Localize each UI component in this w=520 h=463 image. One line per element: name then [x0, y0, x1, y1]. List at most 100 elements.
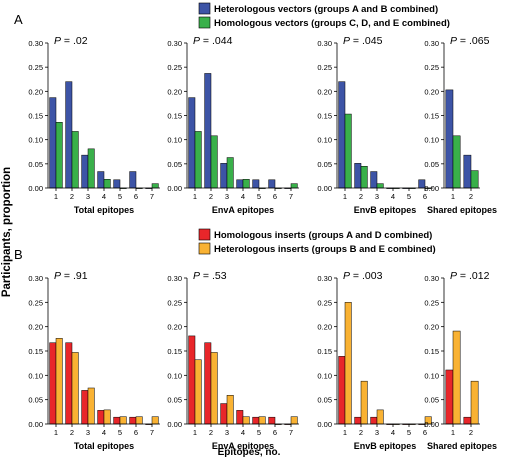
y-tick-label: 0.05	[28, 160, 43, 169]
bar-series2	[344, 113, 352, 189]
x-tick-label: 2	[70, 192, 74, 201]
bar-series2	[55, 338, 63, 425]
x-tick-label: 2	[469, 428, 473, 437]
y-axis-title: Participants, proportion	[1, 167, 13, 297]
y-tick-label: 0.30	[28, 39, 43, 48]
charts: 0.00 0.05 0.10 0.15 0.20 0.25 0.30 1 2 3 4 5 6 7 Total…	[28, 35, 497, 451]
y-tick-label: 0.20	[424, 87, 439, 96]
chart-xlabel: Total epitopes	[74, 441, 134, 451]
bar-series1	[129, 171, 137, 189]
bar-series2	[103, 409, 111, 425]
chart-xlabel: EnvA epitopes	[212, 205, 274, 215]
x-tick-label: 2	[359, 428, 363, 437]
bar-series2	[71, 131, 79, 189]
y-tick-label: 0.25	[167, 63, 182, 72]
chart-xlabel: EnvA epitopes	[212, 441, 274, 451]
x-tick-label: 4	[391, 192, 395, 201]
x-tick-label: 1	[343, 428, 347, 437]
y-tick-label: 0.30	[167, 274, 182, 283]
legend-a-label-0: Heterologous vectors (groups A and B com…	[214, 4, 438, 15]
y-tick-label: 0.05	[424, 396, 439, 405]
y-tick-label: 0.10	[424, 371, 439, 380]
p-value-label: P = .012	[450, 270, 490, 282]
x-tick-label: 2	[359, 192, 363, 201]
bar-series2	[119, 416, 127, 425]
y-tick-label: 0.05	[167, 160, 182, 169]
y-tick-label: 0.30	[28, 274, 43, 283]
legend-b: Homologous inserts (groups A and D combi…	[198, 228, 436, 255]
x-tick-label: 7	[150, 428, 154, 437]
x-tick-label: 4	[241, 428, 245, 437]
y-tick-label: 0.15	[28, 112, 43, 121]
y-tick-label: 0.10	[424, 136, 439, 145]
y-tick-label: 0.00	[28, 184, 43, 193]
x-tick-label: 2	[70, 428, 74, 437]
chart-xlabel: Total epitopes	[74, 205, 134, 215]
x-tick-label: 1	[451, 428, 455, 437]
p-value-label: P = .003	[343, 270, 383, 282]
y-tick-label: 0.25	[317, 298, 332, 307]
bar-series1	[204, 73, 212, 189]
legend-b-swatch-0	[198, 228, 211, 241]
y-tick-label: 0.30	[167, 39, 182, 48]
p-value-label: P = .044	[193, 35, 233, 47]
bar-series2	[87, 148, 95, 189]
x-tick-label: 7	[289, 192, 293, 201]
y-tick-label: 0.30	[317, 274, 332, 283]
p-value-label: P = .045	[343, 35, 383, 47]
legend-a: Heterologous vectors (groups A and B com…	[198, 2, 450, 29]
bar-series2	[151, 183, 159, 189]
bar-series2	[290, 416, 298, 425]
bar-series2	[376, 183, 384, 189]
bar-series1	[129, 416, 137, 425]
x-tick-label: 5	[407, 428, 411, 437]
chart-xlabel: Shared epitopes	[427, 205, 497, 215]
y-tick-label: 0.25	[424, 63, 439, 72]
y-tick-label: 0.10	[167, 371, 182, 380]
y-tick-label: 0.15	[167, 112, 182, 121]
y-tick-label: 0.05	[167, 396, 182, 405]
y-tick-label: 0.20	[167, 323, 182, 332]
y-tick-label: 0.25	[28, 63, 43, 72]
y-tick-label: 0.30	[424, 39, 439, 48]
y-tick-label: 0.00	[317, 420, 332, 429]
x-tick-label: 4	[391, 428, 395, 437]
bar-series1	[97, 171, 105, 189]
x-tick-label: 1	[54, 192, 58, 201]
bar-series1	[252, 416, 260, 425]
chart-0: 0.00 0.05 0.10 0.15 0.20 0.25 0.30 1 2 3 4 5 6 7 Total…	[28, 35, 160, 215]
x-tick-label: 2	[469, 192, 473, 201]
bar-series1	[49, 97, 57, 189]
legend-a-swatch-0	[198, 2, 211, 15]
y-tick-label: 0.00	[28, 420, 43, 429]
bar-series2	[210, 352, 218, 425]
y-tick-label: 0.00	[317, 184, 332, 193]
bar-series2	[226, 395, 234, 425]
bar-series1	[220, 163, 228, 189]
x-tick-label: 7	[150, 192, 154, 201]
x-tick-label: 3	[375, 192, 379, 201]
x-tick-label: 4	[102, 428, 106, 437]
y-tick-label: 0.20	[424, 323, 439, 332]
y-tick-label: 0.20	[317, 87, 332, 96]
bar-series1	[370, 171, 378, 189]
y-tick-label: 0.20	[28, 323, 43, 332]
bar-series1	[338, 81, 346, 189]
legend-b-swatch-1	[198, 242, 211, 255]
bar-series2	[360, 166, 368, 189]
bar-series2	[242, 416, 250, 425]
y-tick-label: 0.15	[317, 347, 332, 356]
x-axis-title: Epitopes, no.	[218, 447, 281, 458]
bar-series2	[151, 416, 159, 425]
y-tick-label: 0.30	[317, 39, 332, 48]
y-tick-label: 0.30	[424, 274, 439, 283]
x-tick-label: 6	[134, 428, 138, 437]
x-tick-label: 3	[225, 428, 229, 437]
chart-xlabel: EnvB epitopes	[354, 205, 417, 215]
chart-1: 0.00 0.05 0.10 0.15 0.20 0.25 0.30 1 2 3 4 5 6 7 EnvA …	[167, 35, 299, 215]
x-tick-label: 1	[343, 192, 347, 201]
bar-series1	[65, 81, 73, 189]
y-tick-label: 0.25	[424, 298, 439, 307]
bar-series1	[188, 97, 196, 189]
